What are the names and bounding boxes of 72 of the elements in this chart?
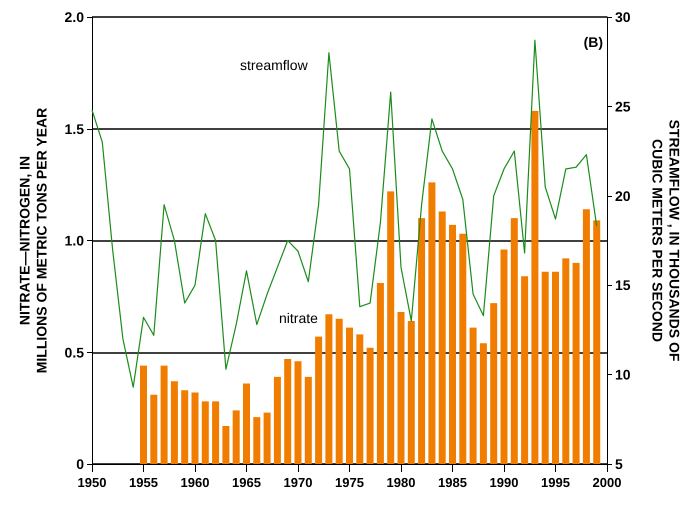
y2-tick-label: 30 [615,9,631,25]
bar [480,343,487,464]
bar [264,412,271,464]
x-tick-label: 1975 [335,475,364,490]
bar [212,401,220,464]
x-tick-label: 1955 [129,475,158,490]
bar [274,376,281,464]
bar [510,218,518,464]
y-tick-label: 0 [76,456,84,472]
bar [521,276,528,464]
x-tick-label: 1985 [438,475,467,490]
x-tick-label: 1950 [78,475,106,490]
bar [304,376,312,464]
bar [325,314,332,464]
bar [470,328,477,464]
bar [170,381,178,464]
bar [315,336,322,464]
y-axis-title: NITRATE—NITROGEN, IN MILLIONS OF METRIC TONS PER YEAR [16,108,50,374]
bar [243,384,250,464]
bar [376,282,384,464]
bar [459,234,466,464]
bar [428,182,436,464]
bar [202,401,209,464]
y2-tick-label: 5 [615,456,623,472]
bar [582,209,590,464]
bar [192,392,198,464]
x-tick-label: 1960 [180,475,210,490]
bar [160,366,168,464]
series-label: nitrate [279,310,318,326]
bar [181,390,188,464]
bar [294,361,302,464]
bar [140,366,147,464]
bar [562,258,570,464]
x-tick-label: 1965 [232,475,261,490]
bar [253,417,260,464]
x-tick-label: 1990 [490,475,518,490]
y2-axis-title: STREAMFLOW , IN THOUSANDS OF CUBIC METERS PER SECOND [650,120,682,362]
bar [222,426,230,464]
bar [356,334,364,464]
bar [593,220,600,464]
annotation: (B) [584,34,604,50]
x-tick-label: 1970 [284,475,312,490]
bar [346,328,353,464]
bar [366,348,374,464]
bar [232,410,240,464]
y-tick-label: 1.5 [64,120,84,137]
bar [418,218,426,464]
bar [408,320,415,464]
x-tick-label: 2000 [592,475,622,490]
bar [449,224,456,464]
y2-tick-label: 25 [615,98,631,114]
bar [500,249,508,464]
series-label: streamflow [240,57,309,73]
bar [572,262,580,464]
y2-tick-label: 20 [615,188,631,204]
y2-tick-label: 15 [615,277,631,294]
bar [438,211,446,464]
bar [542,272,549,464]
bar [398,312,404,464]
x-tick-label: 1980 [386,475,416,490]
y-tick-label: 1.0 [64,232,84,248]
y2-tick-label: 10 [615,366,631,383]
y-tick-label: 0.5 [64,344,84,360]
bar [336,318,343,464]
bar [150,394,158,464]
bar [387,191,394,464]
y-tick-label: 2.0 [64,9,84,25]
bar [531,110,538,464]
bar [552,272,559,464]
bar [490,303,498,464]
bar [284,358,292,464]
x-tick-label: 1995 [541,475,570,490]
